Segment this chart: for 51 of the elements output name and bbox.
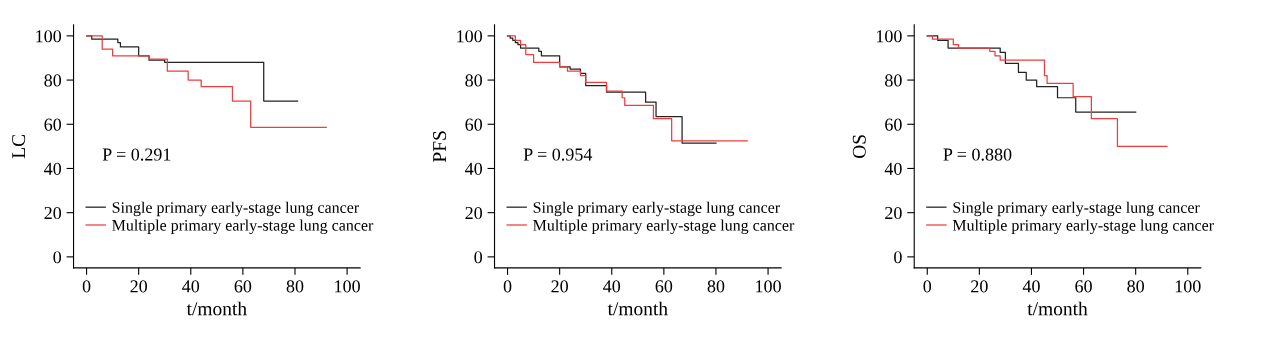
y-tick-label: 60 [885, 118, 902, 131]
x-tick-label: 80 [286, 280, 304, 293]
annotation: P = 0.880 [943, 148, 1012, 161]
y-tick-label: 0 [474, 251, 483, 264]
x-tick-label: 20 [971, 280, 988, 293]
y-tick-label: 20 [885, 206, 902, 220]
legend-label: Single primary early-stage lung cancer [953, 201, 1200, 217]
x-tick-label: 60 [1075, 280, 1092, 293]
y-tick-label: 40 [44, 162, 62, 175]
x-tick-label: 0 [503, 280, 512, 293]
y-tick-label: 100 [36, 30, 62, 43]
x-tick-label: 40 [182, 280, 200, 293]
annotation: P = 0.291 [102, 148, 171, 161]
x-axis-title: t/month [1027, 301, 1088, 316]
y-tick-label: 80 [44, 74, 62, 87]
x-tick-label: 100 [1175, 280, 1201, 293]
y-tick-label: 0 [53, 251, 62, 264]
legend-label: Multiple primary early-stage lung cancer [112, 219, 374, 235]
legend-label: Multiple primary early-stage lung cancer [952, 219, 1214, 235]
y-tick-label: 0 [894, 251, 902, 264]
x-tick-label: 40 [1022, 280, 1040, 293]
x-tick-label: 20 [551, 280, 568, 293]
legend-label: Single primary early-stage lung cancer [112, 201, 359, 217]
y-tick-label: 20 [465, 206, 483, 220]
y-tick-label: 20 [44, 206, 62, 220]
x-tick-label: 80 [707, 280, 725, 293]
x-tick-label: 80 [1127, 280, 1145, 293]
annotation: P = 0.954 [523, 148, 593, 161]
y-axis-title: LC [12, 135, 26, 159]
x-axis-title: t/month [607, 301, 668, 316]
y-tick-label: 40 [884, 162, 902, 175]
legend-label: Multiple primary early-stage lung cancer [533, 219, 795, 235]
x-tick-label: 100 [335, 280, 360, 293]
y-tick-label: 60 [44, 118, 62, 131]
y-tick-label: 100 [457, 30, 483, 43]
x-tick-label: 0 [82, 280, 91, 293]
legend-label: Single primary early-stage lung cancer [533, 201, 780, 217]
y-tick-label: 60 [465, 118, 483, 131]
y-tick-label: 100 [876, 30, 902, 43]
y-axis-title: PFS [433, 131, 447, 163]
x-axis-title: t/month [186, 301, 247, 316]
y-tick-label: 40 [465, 162, 483, 175]
y-axis-title: OS [852, 135, 866, 158]
x-tick-label: 100 [756, 280, 781, 293]
y-tick-label: 80 [465, 74, 483, 87]
x-tick-label: 40 [603, 280, 621, 293]
y-tick-label: 80 [885, 74, 902, 87]
x-tick-label: 60 [234, 280, 252, 293]
x-tick-label: 60 [655, 280, 673, 293]
x-tick-label: 20 [130, 280, 148, 293]
x-tick-label: 0 [923, 280, 932, 293]
